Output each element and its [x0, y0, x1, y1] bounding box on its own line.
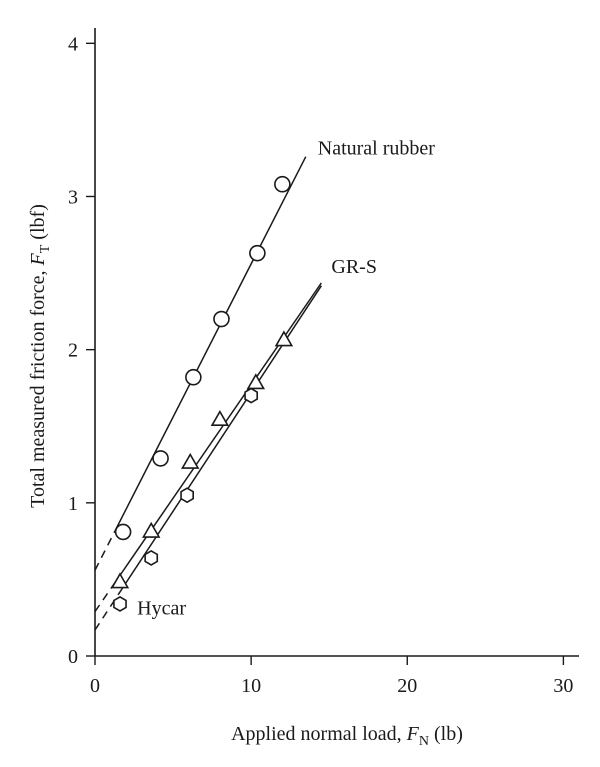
natural-rubber-point: [152, 450, 169, 467]
gr-s-point: [246, 373, 266, 390]
x-axis-title: Applied normal load, FN (lb): [231, 723, 463, 749]
x-tick-label: 0: [90, 675, 100, 697]
series-labels-layer: Natural rubber GR-S Hycar: [137, 138, 435, 620]
fit-lines-layer: [94, 156, 323, 631]
x-ticks: 0 10 20 30: [90, 656, 573, 697]
gr-s-label: GR-S: [331, 256, 377, 278]
natural-rubber-fit-line: [114, 156, 307, 531]
y-ticks: 0 1 2 3 4: [68, 33, 95, 668]
gr-s-point: [142, 521, 161, 538]
hycar-point: [113, 595, 127, 612]
y-axis-title-subscript: T: [38, 244, 53, 253]
x-tick-label: 30: [553, 675, 573, 697]
natural-rubber-label: Natural rubber: [318, 138, 436, 160]
hycar-point: [180, 487, 194, 504]
axes-layer: 0 1 2 3 4 0 10 20 30: [68, 28, 579, 697]
y-tick-label: 2: [68, 340, 78, 362]
x-axis-title-unit: (lb): [429, 723, 463, 745]
y-axis-title-unit: (lbf): [27, 204, 49, 245]
y-tick-label: 3: [68, 186, 78, 208]
x-axis-title-text: Applied normal load,: [231, 723, 407, 745]
x-tick-label: 10: [241, 675, 261, 697]
natural-rubber-point: [114, 523, 132, 541]
y-axis-title-text: Total measured friction force,: [27, 265, 49, 507]
hycar-fit-line: [117, 285, 323, 595]
gr-s-point: [210, 410, 230, 427]
y-tick-label: 0: [68, 646, 78, 668]
natural-rubber-fit-extrapolation: [94, 530, 116, 571]
natural-rubber-point: [185, 368, 202, 386]
gr-s-point: [181, 452, 200, 469]
hycar-label: Hycar: [137, 598, 186, 620]
y-tick-label: 4: [68, 33, 78, 55]
gr-s-point: [110, 572, 130, 589]
markers-layer: [110, 175, 294, 612]
y-axis-title-symbol: F: [27, 252, 49, 266]
x-axis-title-subscript: N: [419, 734, 429, 749]
natural-rubber-point: [213, 310, 230, 328]
natural-rubber-point: [274, 175, 291, 193]
y-axis-title: Total measured friction force, FT (lbf): [27, 204, 53, 508]
x-axis-title-symbol: F: [406, 723, 420, 745]
hycar-point: [144, 550, 159, 566]
gr-s-fit-extrapolation: [94, 583, 115, 613]
natural-rubber-point: [249, 244, 266, 262]
x-tick-label: 20: [397, 675, 417, 697]
hycar-point: [244, 387, 258, 404]
gr-s-point: [274, 330, 294, 347]
y-tick-label: 1: [68, 493, 78, 515]
